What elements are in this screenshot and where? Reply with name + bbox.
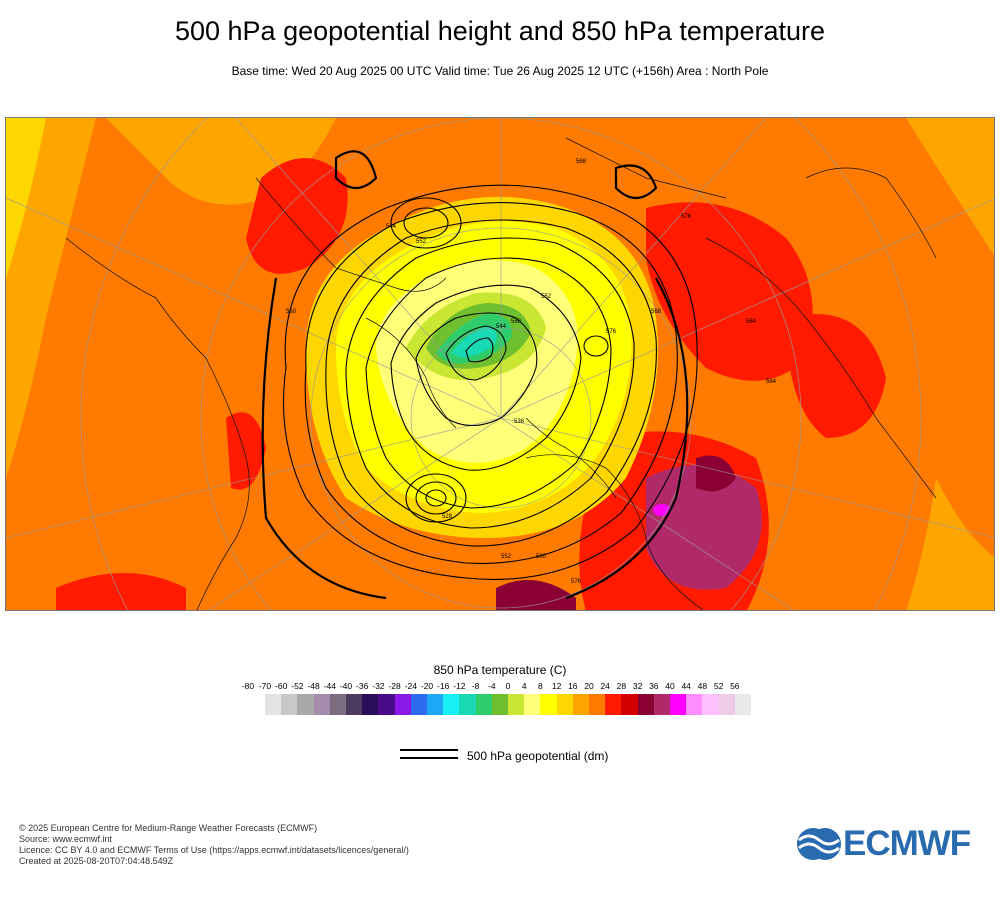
colorbar-swatch	[346, 694, 362, 715]
ecmwf-logo: ECMWF	[795, 826, 985, 866]
contour-label: 544	[386, 224, 397, 230]
colorbar-swatch	[476, 694, 492, 715]
colorbar-tick-label: -70	[259, 681, 271, 691]
ecmwf-logo-text: ECMWF	[843, 824, 970, 864]
colorbar-swatch	[621, 694, 637, 715]
colorbar-tick-label: 8	[538, 681, 543, 691]
colorbar-tick-label: 52	[714, 681, 723, 691]
colorbar-tick-label: 48	[698, 681, 707, 691]
colorbar-tick-label: -52	[291, 681, 303, 691]
colorbar-swatch	[314, 694, 330, 715]
colorbar-tick-label: 56	[730, 681, 739, 691]
colorbar-tick-label: 24	[600, 681, 609, 691]
contour-label: 528	[442, 514, 453, 520]
colorbar-swatch	[686, 694, 702, 715]
contour-label: 584	[746, 319, 757, 325]
colorbar-tick-label: -28	[388, 681, 400, 691]
colorbar-swatch	[281, 694, 297, 715]
contour-legend-lines	[400, 749, 458, 763]
colorbar-swatch	[443, 694, 459, 715]
colorbar-swatch	[395, 694, 411, 715]
map-panel: 544 552 560 568 576 584 568 576 560 552 …	[5, 117, 995, 611]
colorbar-tick-label: 44	[681, 681, 690, 691]
contour-label: 552	[501, 554, 512, 560]
colorbar-swatch	[411, 694, 427, 715]
contour-label: 584	[766, 379, 777, 385]
colorbar-tick-label: -8	[472, 681, 480, 691]
colorbar-swatch	[670, 694, 686, 715]
colorbar-tick-label: 0	[506, 681, 511, 691]
footer: © 2025 European Centre for Medium-Range …	[19, 823, 409, 867]
colorbar-tick-label: -4	[488, 681, 496, 691]
colorbar-tick-label: 36	[649, 681, 658, 691]
contour-label: 552	[416, 239, 427, 245]
contour-legend-label: 500 hPa geopotential (dm)	[467, 749, 608, 763]
colorbar-tick-label: 12	[552, 681, 561, 691]
colorbar-tick-label: -40	[340, 681, 352, 691]
colorbar-swatch	[297, 694, 313, 715]
footer-created: Created at 2025-08-20T07:04:48.549Z	[19, 856, 409, 867]
footer-licence: Licence: CC BY 4.0 and ECMWF Terms of Us…	[19, 845, 409, 856]
colorbar-swatch	[427, 694, 443, 715]
colorbar-title: 850 hPa temperature (C)	[0, 663, 1000, 677]
colorbar-swatch	[654, 694, 670, 715]
colorbar-tick-label: -44	[324, 681, 336, 691]
colorbar-swatch	[459, 694, 475, 715]
contour-label: 560	[286, 309, 297, 315]
colorbar-swatch	[508, 694, 524, 715]
contour-label: 536	[514, 419, 525, 425]
colorbar-swatch	[524, 694, 540, 715]
colorbar-swatch	[638, 694, 654, 715]
colorbar-swatch	[330, 694, 346, 715]
colorbar-swatch	[605, 694, 621, 715]
contour-label: 576	[606, 329, 617, 335]
colorbar-tick-label: 16	[568, 681, 577, 691]
contour-label: 568	[651, 309, 662, 315]
contour-label: 552	[541, 294, 552, 300]
colorbar-tick-label: 32	[633, 681, 642, 691]
colorbar-tick-label: 4	[522, 681, 527, 691]
colorbar-tick-label: 28	[617, 681, 626, 691]
colorbar-swatch	[557, 694, 573, 715]
chart-subtitle: Base time: Wed 20 Aug 2025 00 UTC Valid …	[0, 64, 1000, 78]
colorbar-tick-label: -36	[356, 681, 368, 691]
chart-title: 500 hPa geopotential height and 850 hPa …	[0, 16, 1000, 47]
footer-source: Source: www.ecmwf.int	[19, 834, 409, 845]
colorbar-tick-label: 40	[665, 681, 674, 691]
temperature-map: 544 552 560 568 576 584 568 576 560 552 …	[6, 118, 995, 611]
colorbar-tick-label: -60	[275, 681, 287, 691]
footer-copyright: © 2025 European Centre for Medium-Range …	[19, 823, 409, 834]
colorbar-tick-label: -48	[307, 681, 319, 691]
colorbar-tick-label: -32	[372, 681, 384, 691]
colorbar-tick-label: -80	[242, 681, 254, 691]
colorbar-swatch	[362, 694, 378, 715]
colorbar-swatch	[492, 694, 508, 715]
colorbar-tick-label: -24	[405, 681, 417, 691]
colorbar-tick-labels: -80 -70 -60 -52 -48 -44 -40 -36 -32 -28 -24 -20 -16-…	[230, 681, 770, 693]
colorbar-tick-label: -20	[421, 681, 433, 691]
colorbar-swatch	[265, 694, 281, 715]
colorbar-tick-label: -12	[453, 681, 465, 691]
colorbar-swatch	[378, 694, 394, 715]
ecmwf-logo-icon	[795, 826, 841, 862]
colorbar-swatch	[702, 694, 718, 715]
contour-label: 560	[536, 554, 547, 560]
colorbar	[265, 694, 751, 715]
contour-label: 544	[496, 324, 507, 330]
colorbar-swatch	[719, 694, 735, 715]
contour-label: 576	[571, 579, 582, 585]
colorbar-swatch	[589, 694, 605, 715]
contour-label: 560	[511, 319, 522, 325]
contour-label: 576	[681, 214, 692, 220]
colorbar-swatch	[540, 694, 556, 715]
colorbar-tick-label: -16	[437, 681, 449, 691]
colorbar-swatch	[573, 694, 589, 715]
contour-label: 568	[576, 159, 587, 165]
colorbar-swatch	[735, 694, 751, 715]
colorbar-tick-label: 20	[584, 681, 593, 691]
